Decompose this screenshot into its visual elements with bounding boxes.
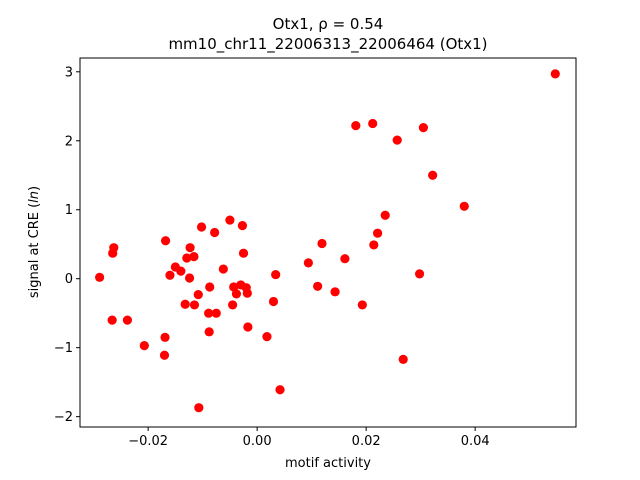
data-point <box>303 258 313 268</box>
data-point <box>165 270 175 280</box>
data-point <box>228 300 238 310</box>
data-point <box>108 248 118 258</box>
data-point <box>160 332 170 342</box>
data-point <box>204 308 214 318</box>
data-point <box>184 273 195 283</box>
data-point <box>189 300 200 310</box>
data-point <box>159 350 170 360</box>
chart-title-line2: mm10_chr11_22006313_22006464 (Otx1) <box>168 35 487 54</box>
y-tick-label: 3 <box>65 65 73 80</box>
data-point <box>180 299 190 309</box>
data-point <box>229 282 239 292</box>
data-point <box>271 269 281 280</box>
data-point <box>185 243 195 253</box>
data-point <box>182 253 192 263</box>
y-axis-label: signal at CRE (ln) <box>27 186 42 298</box>
data-point <box>459 201 469 211</box>
x-tick-label: 0.00 <box>243 434 272 449</box>
data-point <box>368 118 378 129</box>
data-point <box>196 222 207 232</box>
data-point <box>275 385 285 395</box>
y-axis: −2 −1 0 1 2 3 <box>54 65 80 425</box>
x-tick-label: 0.04 <box>461 434 490 449</box>
data-point <box>95 272 105 282</box>
data-point <box>122 315 133 325</box>
data-point <box>170 262 180 272</box>
data-point <box>160 236 171 246</box>
data-point <box>398 354 408 365</box>
data-point <box>373 228 383 238</box>
y-tick-label: 2 <box>65 134 73 149</box>
data-point <box>313 281 323 291</box>
data-point <box>194 403 204 413</box>
y-tick-label: 1 <box>65 203 73 218</box>
data-point <box>237 221 248 231</box>
y-tick-label: −1 <box>54 341 73 356</box>
data-point <box>330 287 340 297</box>
data-point <box>236 280 246 290</box>
data-point <box>193 289 203 300</box>
data-point <box>317 238 327 249</box>
data-point <box>238 248 249 258</box>
data-point <box>225 215 235 225</box>
data-point <box>205 282 215 292</box>
data-point <box>231 289 242 299</box>
data-point <box>139 341 149 351</box>
data-point <box>189 252 199 262</box>
data-point <box>211 308 221 318</box>
x-tick-label: −0.02 <box>128 434 168 449</box>
data-point <box>369 240 379 250</box>
y-tick-label: −2 <box>54 410 73 425</box>
x-axis-label: motif activity <box>285 456 371 471</box>
x-tick-label: 0.02 <box>352 434 381 449</box>
data-point <box>340 254 350 264</box>
data-point <box>550 69 560 79</box>
data-points <box>95 69 560 413</box>
data-point <box>262 332 272 342</box>
chart-title-line1: Otx1, ρ = 0.54 <box>273 15 384 33</box>
data-point <box>392 135 402 145</box>
x-axis: −0.02 0.00 0.02 0.04 <box>128 427 490 449</box>
data-point <box>204 327 214 337</box>
data-point <box>357 300 367 310</box>
data-point <box>268 296 279 307</box>
data-point <box>428 170 438 180</box>
data-point <box>414 269 425 279</box>
data-point <box>218 264 228 274</box>
data-point <box>418 123 428 133</box>
data-point <box>380 210 390 220</box>
data-point <box>210 227 220 238</box>
y-tick-label: 0 <box>65 272 73 287</box>
data-point <box>351 120 361 131</box>
data-point <box>243 322 253 332</box>
plot-area-frame <box>79 57 577 428</box>
data-point <box>107 315 117 325</box>
